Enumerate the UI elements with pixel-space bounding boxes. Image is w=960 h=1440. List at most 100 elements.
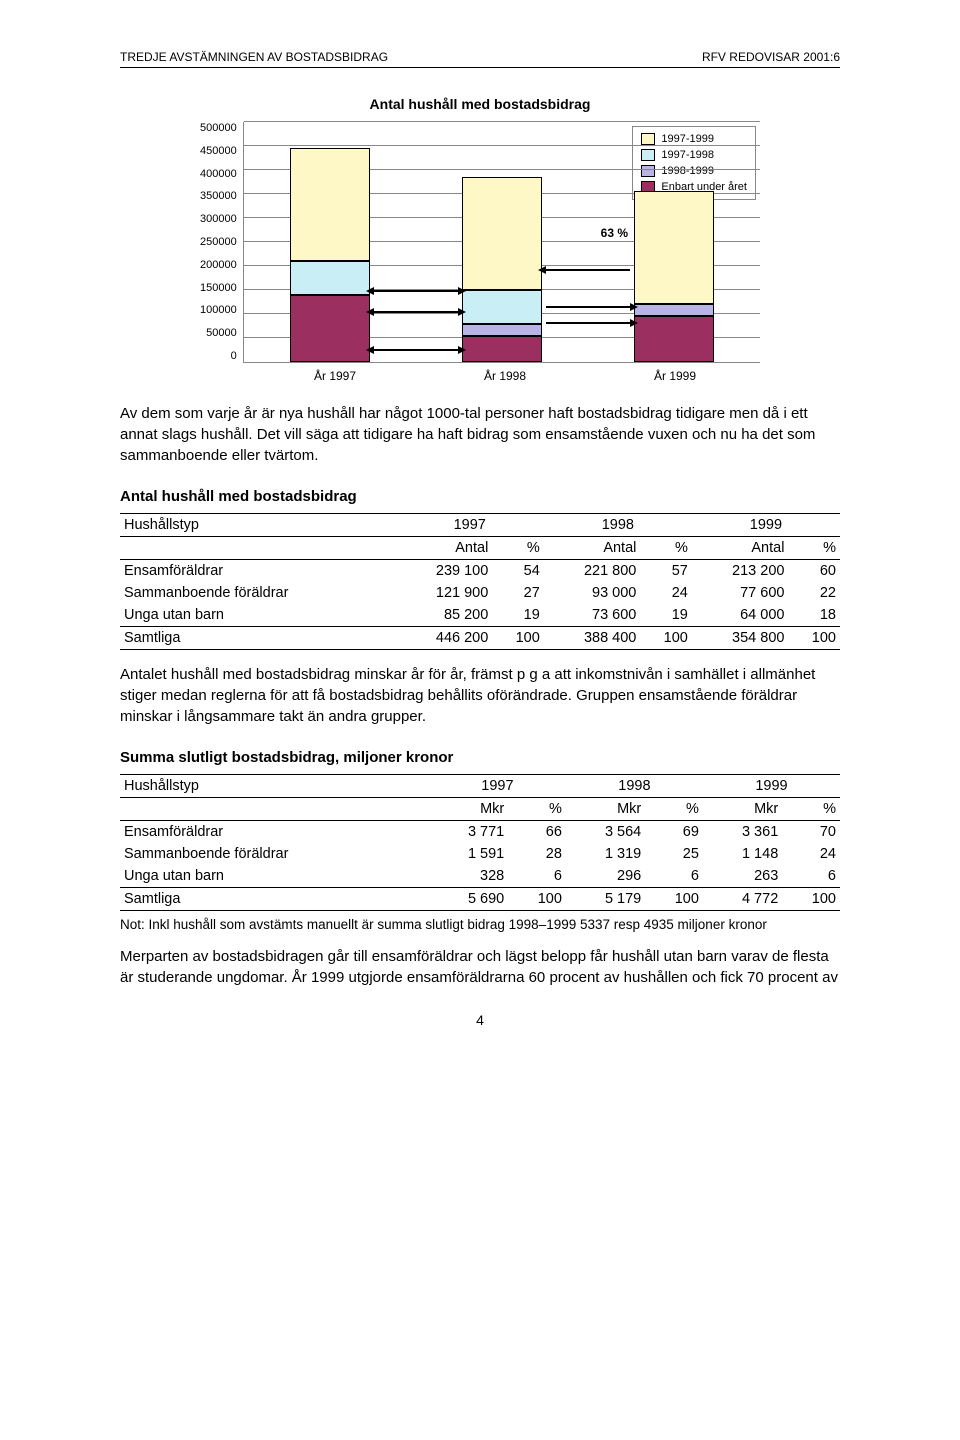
table-cell: 446 200 <box>396 627 493 650</box>
table-row: Ensamföräldrar3 771663 564693 36170 <box>120 821 840 844</box>
table1-subhead: Antal <box>692 537 789 560</box>
table-cell: 6 <box>645 865 703 888</box>
table2-subhead: Mkr <box>566 798 645 821</box>
table-row: Unga utan barn328629662636 <box>120 865 840 888</box>
table-cell: 18 <box>788 604 840 627</box>
chart-container: Antal hushåll med bostadsbidrag 500000 4… <box>200 96 760 383</box>
table1-subhead: Antal <box>396 537 493 560</box>
y-tick: 150000 <box>200 282 237 294</box>
paragraph-3: Merparten av bostadsbidragen går till en… <box>120 946 840 988</box>
table-cell: 3 361 <box>703 821 782 844</box>
table-cell: 73 600 <box>544 604 641 627</box>
table-cell: Samtliga <box>120 888 429 911</box>
table-cell: 54 <box>492 560 543 583</box>
header-left: TREDJE AVSTÄMNINGEN AV BOSTADSBIDRAG <box>120 50 388 64</box>
table-cell: 4 772 <box>703 888 782 911</box>
table2-subhead: % <box>782 798 840 821</box>
table-cell: Unga utan barn <box>120 865 429 888</box>
y-tick: 450000 <box>200 145 237 157</box>
table2-head: 1998 <box>566 775 703 798</box>
table-cell: 3 771 <box>429 821 508 844</box>
table-cell: 100 <box>788 627 840 650</box>
chart-plot: 1997-1999 1997-1998 1998-1999 Enbart und… <box>243 122 760 363</box>
x-tick: År 1998 <box>484 369 526 383</box>
table-cell: 25 <box>645 843 703 865</box>
paragraph-2: Antalet hushåll med bostadsbidrag minska… <box>120 664 840 727</box>
table-cell: Ensamföräldrar <box>120 560 396 583</box>
table-row: Sammanboende föräldrar1 591281 319251 14… <box>120 843 840 865</box>
table2-title: Summa slutligt bostadsbidrag, miljoner k… <box>120 749 840 766</box>
table2-subhead: Mkr <box>429 798 508 821</box>
table-cell: 100 <box>645 888 703 911</box>
table2-head: Hushållstyp <box>120 775 429 798</box>
table-cell: 93 000 <box>544 582 641 604</box>
table2-subhead: % <box>508 798 566 821</box>
table-cell: 388 400 <box>544 627 641 650</box>
table-cell: 100 <box>640 627 691 650</box>
x-tick: År 1999 <box>654 369 696 383</box>
y-tick: 50000 <box>206 327 237 339</box>
table-cell: 77 600 <box>692 582 789 604</box>
y-tick: 250000 <box>200 236 237 248</box>
table1-title: Antal hushåll med bostadsbidrag <box>120 488 840 505</box>
chart-title: Antal hushåll med bostadsbidrag <box>200 96 760 112</box>
header-right: RFV REDOVISAR 2001:6 <box>702 50 840 64</box>
table-cell: 1 591 <box>429 843 508 865</box>
table-cell: Sammanboende föräldrar <box>120 582 396 604</box>
table2-note: Not: Inkl hushåll som avstämts manuellt … <box>120 917 840 932</box>
table1-subhead: Antal <box>544 537 641 560</box>
table-cell: 263 <box>703 865 782 888</box>
table-cell: 60 <box>788 560 840 583</box>
table-cell: 28 <box>508 843 566 865</box>
table-cell: Samtliga <box>120 627 396 650</box>
table-cell: 6 <box>782 865 840 888</box>
table-cell: 239 100 <box>396 560 493 583</box>
table-cell: 1 148 <box>703 843 782 865</box>
y-tick: 300000 <box>200 213 237 225</box>
y-tick: 100000 <box>200 304 237 316</box>
table-cell: 3 564 <box>566 821 645 844</box>
table1-subhead: % <box>640 537 691 560</box>
chart-bar <box>462 177 542 362</box>
y-tick: 0 <box>231 350 237 362</box>
table-cell: 85 200 <box>396 604 493 627</box>
table-cell: 69 <box>645 821 703 844</box>
x-tick: År 1997 <box>314 369 356 383</box>
page-number: 4 <box>120 1012 840 1028</box>
table1-head: 1997 <box>396 514 544 537</box>
table1-head: 1998 <box>544 514 692 537</box>
table1-head: 1999 <box>692 514 840 537</box>
table-cell: 24 <box>782 843 840 865</box>
table-cell: Unga utan barn <box>120 604 396 627</box>
table-cell: 70 <box>782 821 840 844</box>
table-cell: 24 <box>640 582 691 604</box>
table-cell: 27 <box>492 582 543 604</box>
table-row: Ensamföräldrar239 10054221 80057213 2006… <box>120 560 840 583</box>
table1-subhead: % <box>492 537 543 560</box>
y-tick: 500000 <box>200 122 237 134</box>
table2-head: 1999 <box>703 775 840 798</box>
table-cell: 64 000 <box>692 604 789 627</box>
table-cell: 100 <box>782 888 840 911</box>
table2-head: 1997 <box>429 775 566 798</box>
table-row: Samtliga446 200100388 400100354 800100 <box>120 627 840 650</box>
table-row: Unga utan barn85 2001973 6001964 00018 <box>120 604 840 627</box>
table-cell: 221 800 <box>544 560 641 583</box>
table-cell: 100 <box>492 627 543 650</box>
table1: Hushållstyp 1997 1998 1999 Antal % Antal… <box>120 513 840 650</box>
y-tick: 350000 <box>200 190 237 202</box>
table-row: Samtliga5 6901005 1791004 772100 <box>120 888 840 911</box>
table-cell: 22 <box>788 582 840 604</box>
table-cell: 328 <box>429 865 508 888</box>
table-cell: 19 <box>640 604 691 627</box>
table-cell: 66 <box>508 821 566 844</box>
table2-subhead: Mkr <box>703 798 782 821</box>
table-cell: Ensamföräldrar <box>120 821 429 844</box>
table-cell: 5 690 <box>429 888 508 911</box>
x-axis: År 1997 År 1998 År 1999 <box>200 369 760 383</box>
table-cell: 57 <box>640 560 691 583</box>
table1-subhead: % <box>788 537 840 560</box>
table-cell: 296 <box>566 865 645 888</box>
chart-bar <box>634 191 714 362</box>
table-cell: Sammanboende föräldrar <box>120 843 429 865</box>
